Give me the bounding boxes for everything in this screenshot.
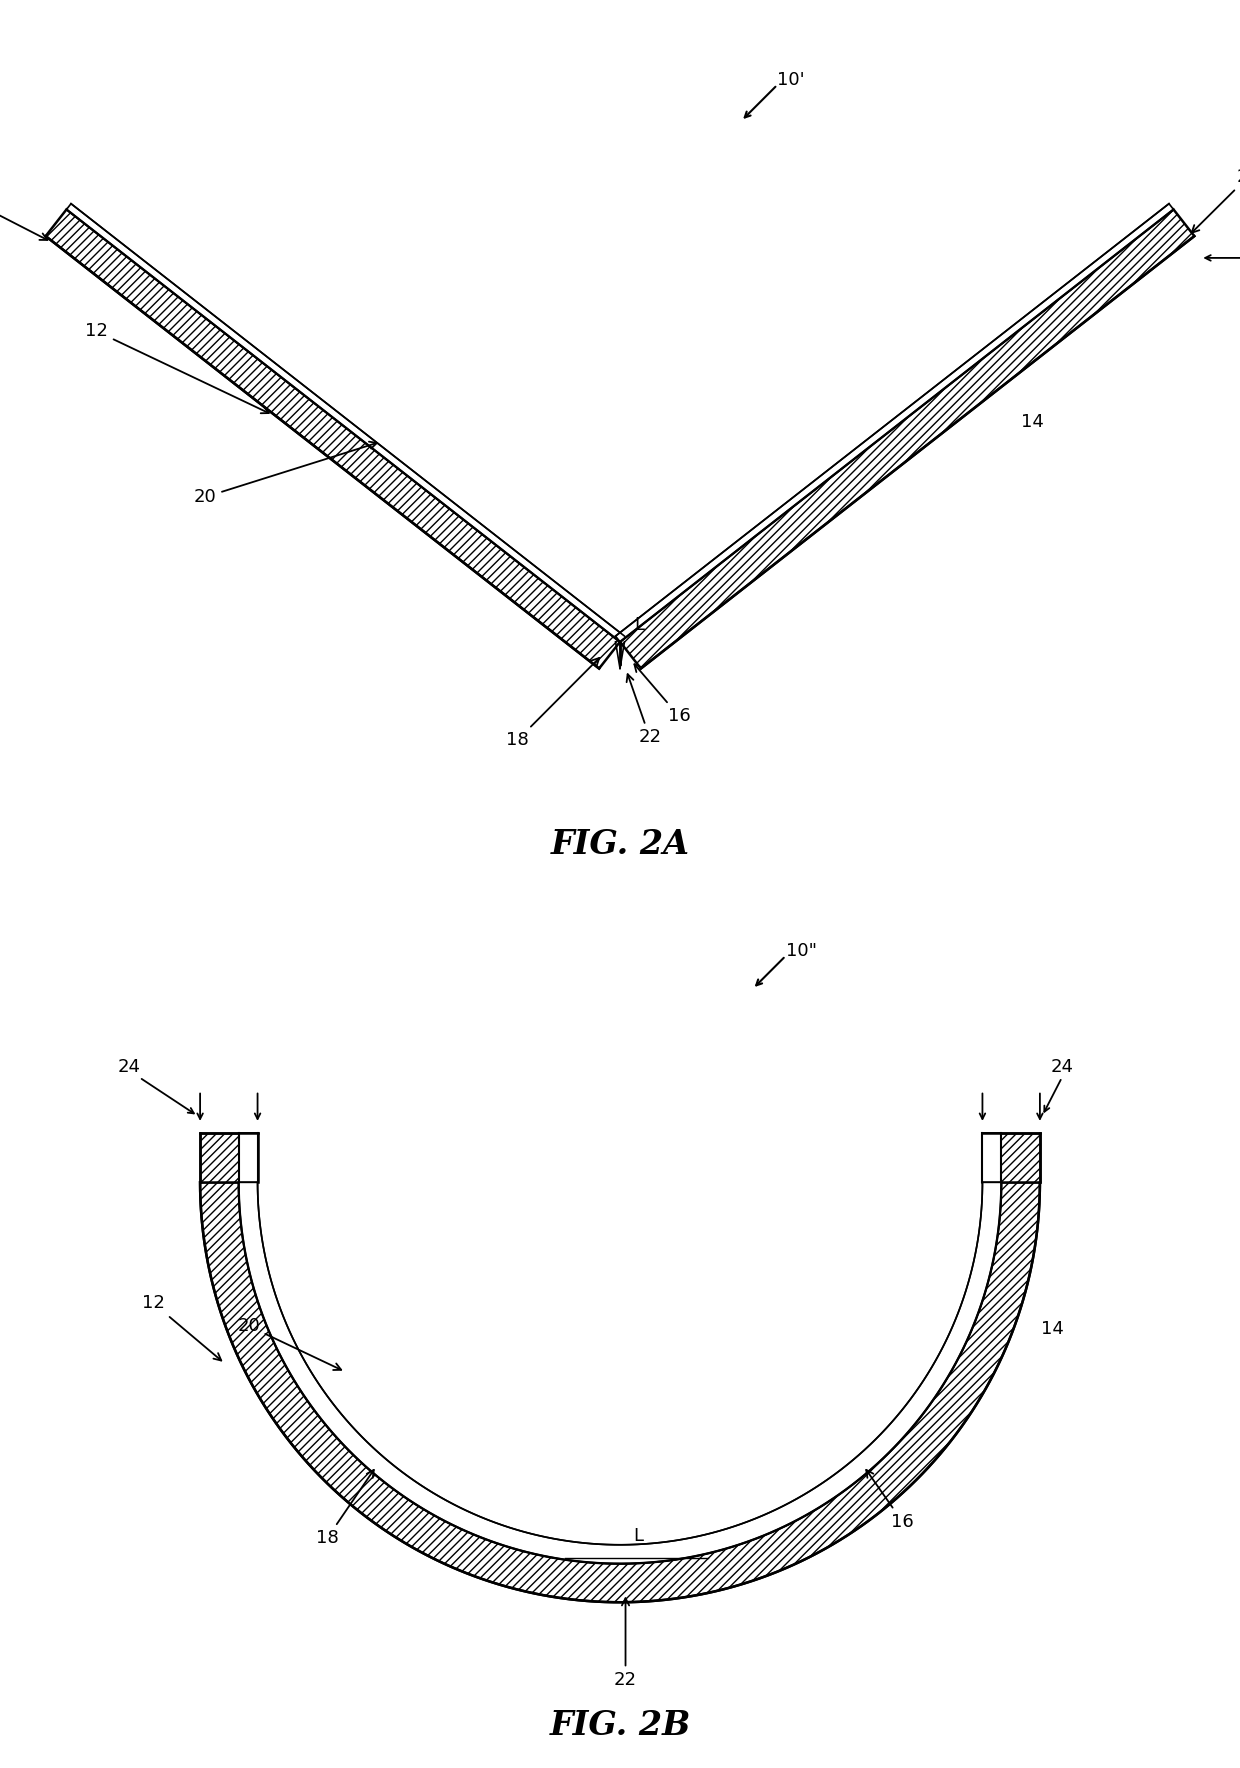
Text: 10': 10' <box>777 71 805 88</box>
Polygon shape <box>46 209 620 668</box>
Text: FIG. 2B: FIG. 2B <box>549 1710 691 1741</box>
Text: 22: 22 <box>614 1598 637 1688</box>
Polygon shape <box>982 1133 1040 1183</box>
Polygon shape <box>67 203 625 642</box>
Text: FIG. 2A: FIG. 2A <box>551 827 689 861</box>
Text: 18: 18 <box>506 658 599 750</box>
Text: 24: 24 <box>1192 168 1240 233</box>
Text: 12: 12 <box>86 322 269 414</box>
Text: 14: 14 <box>1040 1319 1064 1338</box>
Text: 24: 24 <box>1052 1057 1074 1077</box>
Text: 24: 24 <box>0 168 47 240</box>
Polygon shape <box>620 209 1194 668</box>
Text: L: L <box>635 615 645 633</box>
Text: 10": 10" <box>786 942 817 960</box>
Text: 12: 12 <box>143 1294 221 1361</box>
Polygon shape <box>200 1133 258 1183</box>
Polygon shape <box>982 1133 1001 1183</box>
Polygon shape <box>200 1183 1040 1602</box>
Polygon shape <box>615 203 1173 642</box>
Text: L: L <box>634 1528 644 1545</box>
Text: 16: 16 <box>635 665 691 725</box>
Text: 14: 14 <box>1022 414 1044 431</box>
Text: 20: 20 <box>237 1317 341 1370</box>
Text: 24: 24 <box>118 1057 140 1077</box>
Text: 16: 16 <box>867 1469 914 1531</box>
Polygon shape <box>239 1183 1001 1563</box>
Text: 20: 20 <box>193 442 377 506</box>
Text: 18: 18 <box>316 1469 373 1547</box>
Polygon shape <box>239 1133 258 1183</box>
Text: 22: 22 <box>626 674 661 746</box>
